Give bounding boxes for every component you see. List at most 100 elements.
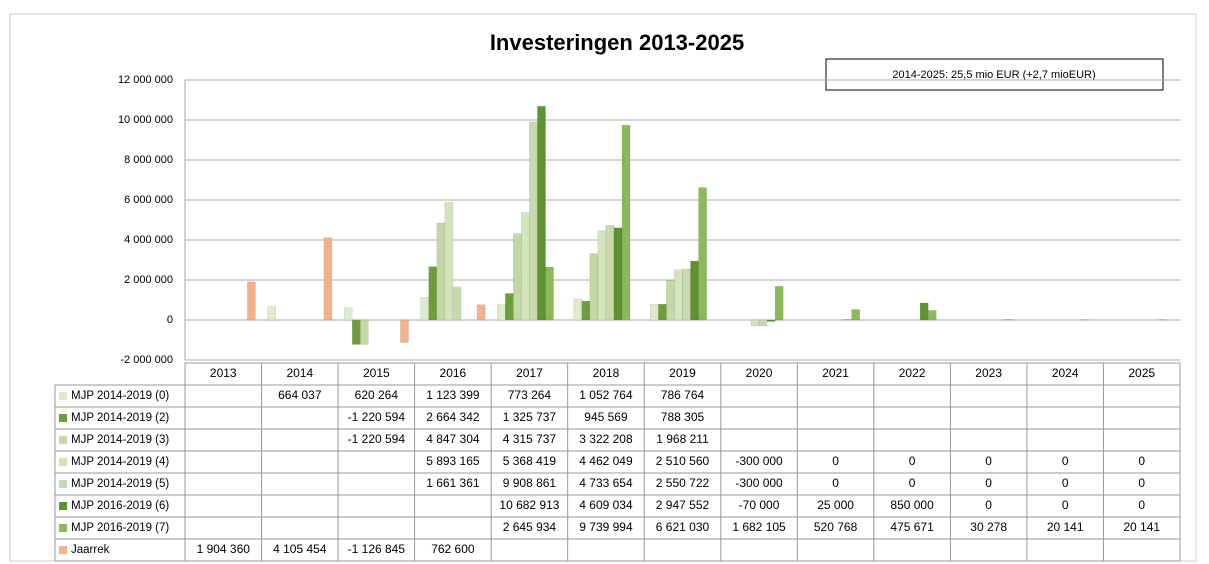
table-cell: 4 847 304 <box>426 432 480 446</box>
legend-label: MJP 2016-2019 (7) <box>71 522 169 534</box>
table-cell: 9 739 994 <box>579 520 633 534</box>
y-tick-label: 0 <box>167 314 173 326</box>
table-cell: 0 <box>985 454 992 468</box>
table-cell: 475 671 <box>890 520 934 534</box>
y-tick-label: 8 000 000 <box>124 154 173 166</box>
x-tick-label: 2014 <box>286 366 313 380</box>
table-cell: 850 000 <box>890 498 934 512</box>
table-cell: -300 000 <box>735 454 783 468</box>
y-tick-label: 10 000 000 <box>118 114 173 126</box>
x-tick-label: 2018 <box>593 366 620 380</box>
legend-swatch <box>59 458 67 466</box>
legend-label: MJP 2014-2019 (5) <box>71 478 169 490</box>
bar <box>698 187 707 321</box>
bar <box>400 319 409 343</box>
bar <box>360 319 369 345</box>
table-cell: 4 462 049 <box>579 454 633 468</box>
table-cell: 0 <box>909 454 916 468</box>
y-tick-label: 6 000 000 <box>124 194 173 206</box>
legend-swatch <box>59 502 67 510</box>
bar <box>476 304 486 321</box>
y-tick-label: -2 000 000 <box>120 354 173 366</box>
bar <box>674 269 683 321</box>
table-cell: 25 000 <box>817 498 854 512</box>
y-tick-label: 2 000 000 <box>124 274 173 286</box>
table-cell: 664 037 <box>278 388 322 402</box>
y-tick-label: 4 000 000 <box>124 234 173 246</box>
bar <box>428 266 438 321</box>
legend-swatch <box>59 524 67 532</box>
table-cell: 0 <box>1138 476 1145 490</box>
bar <box>247 281 256 321</box>
bar <box>774 286 784 321</box>
legend-label: Jaarrek <box>71 544 110 556</box>
x-tick-label: 2016 <box>440 366 467 380</box>
bar <box>573 298 583 321</box>
legend-label: MJP 2014-2019 (2) <box>71 412 169 424</box>
bar <box>343 307 353 321</box>
table-cell: 0 <box>1062 476 1069 490</box>
legend-swatch <box>59 414 67 422</box>
legend-swatch <box>59 480 67 488</box>
table-cell: 0 <box>832 454 839 468</box>
bar <box>537 106 546 321</box>
x-tick-label: 2017 <box>516 366 543 380</box>
bar <box>1004 319 1014 321</box>
table-cell: 30 278 <box>970 520 1007 534</box>
table-cell: -1 220 594 <box>348 432 406 446</box>
bar <box>851 309 860 321</box>
bar <box>843 319 852 321</box>
table-cell: 20 141 <box>1123 520 1160 534</box>
table-cell: 1 968 211 <box>656 432 709 446</box>
annotation-box <box>825 58 1164 91</box>
table-cell: 0 <box>1138 454 1145 468</box>
table-cell: 0 <box>1062 498 1069 512</box>
table-cell: 20 141 <box>1047 520 1084 534</box>
legend-swatch <box>59 436 67 444</box>
table-cell: 2 550 722 <box>656 476 710 490</box>
table-cell: 786 764 <box>661 388 705 402</box>
table-cell: 1 052 764 <box>579 388 633 402</box>
bar <box>682 268 691 321</box>
table-cell: 5 893 165 <box>426 454 480 468</box>
legend-label: MJP 2014-2019 (4) <box>71 456 169 468</box>
x-tick-label: 2023 <box>975 366 1002 380</box>
bar <box>597 230 607 321</box>
x-tick-label: 2022 <box>899 366 926 380</box>
table-cell: 2 947 552 <box>656 498 710 512</box>
chart-title: Investeringen 2013-2025 <box>490 30 744 55</box>
bar <box>529 121 538 321</box>
table-cell: 3 322 208 <box>579 432 633 446</box>
table-cell: 9 908 861 <box>503 476 557 490</box>
bar <box>545 266 554 321</box>
table-cell: -1 126 845 <box>348 542 406 556</box>
bar <box>658 303 667 321</box>
table-cell: 2 510 560 <box>656 454 710 468</box>
table-cell: 520 768 <box>814 520 858 534</box>
legend-label: MJP 2014-2019 (0) <box>71 390 169 402</box>
y-tick-label: 12 000 000 <box>118 74 173 86</box>
table-cell: 0 <box>1062 454 1069 468</box>
x-tick-label: 2020 <box>746 366 773 380</box>
table-cell: -300 000 <box>735 476 783 490</box>
table-cell: 1 682 105 <box>732 520 786 534</box>
legend-label: MJP 2016-2019 (6) <box>71 500 169 512</box>
table-cell: 0 <box>1138 498 1145 512</box>
table-cell: 4 315 737 <box>503 432 557 446</box>
table-cell: 620 264 <box>355 388 399 402</box>
table-cell: 945 569 <box>584 410 628 424</box>
bar <box>621 124 631 321</box>
table-cell: 1 661 361 <box>426 476 480 490</box>
table-cell: 0 <box>832 476 839 490</box>
bar <box>758 319 768 327</box>
bar <box>589 253 599 321</box>
bar <box>452 286 462 321</box>
bar <box>420 297 430 321</box>
table-cell: 0 <box>985 498 992 512</box>
bar <box>521 212 530 321</box>
table-cell: 788 305 <box>661 410 705 424</box>
bar <box>750 319 760 327</box>
x-tick-label: 2025 <box>1128 366 1155 380</box>
bar <box>605 225 615 321</box>
table-cell: 4 105 454 <box>273 542 327 556</box>
